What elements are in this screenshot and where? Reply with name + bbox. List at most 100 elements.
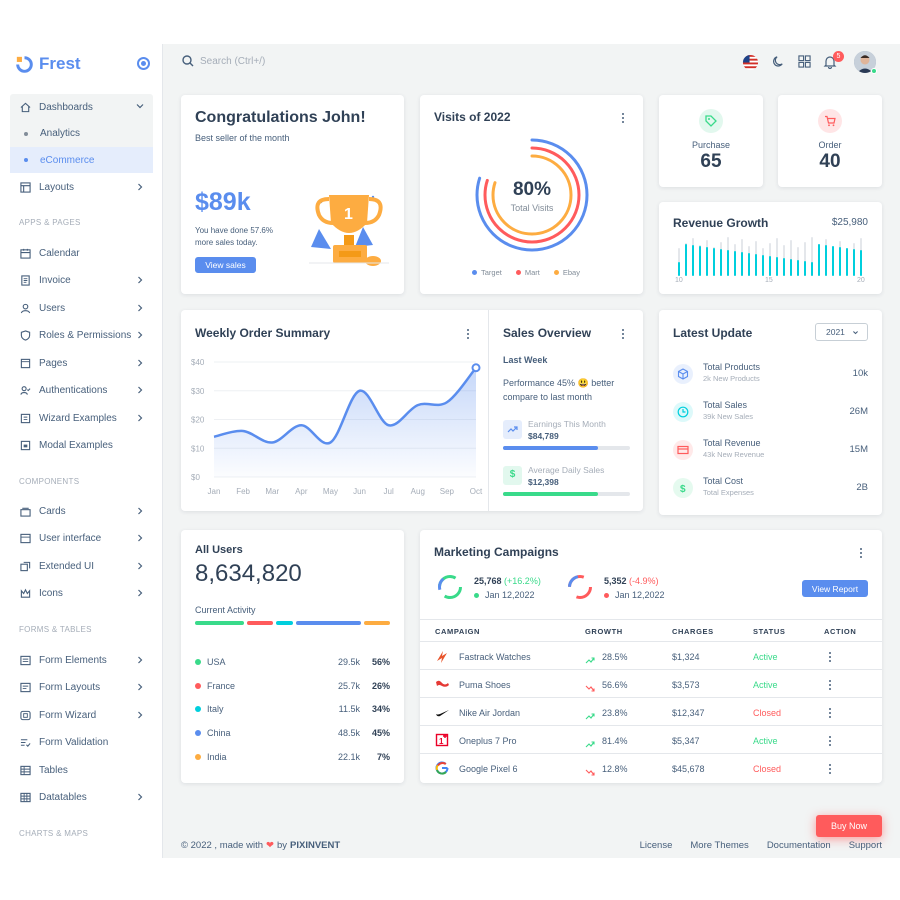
sidebar-item-label: Cards bbox=[39, 506, 66, 517]
revenue-growth-title: Revenue Growth bbox=[673, 216, 769, 230]
sidebar-item-extended-ui[interactable]: Extended UI bbox=[10, 554, 153, 579]
more-vertical-icon[interactable] bbox=[825, 762, 835, 774]
sidebar-item-form-wizard[interactable]: Form Wizard bbox=[10, 703, 153, 728]
cards-icon bbox=[20, 507, 31, 517]
footer-link-documentation[interactable]: Documentation bbox=[766, 840, 831, 851]
user-check-icon bbox=[20, 386, 31, 395]
sidebar-item-label: Form Validation bbox=[39, 737, 109, 748]
sidebar-item-pages[interactable]: Pages bbox=[10, 351, 153, 376]
chevron-right-icon bbox=[138, 386, 143, 394]
moon-icon[interactable] bbox=[772, 55, 785, 68]
apps-grid-icon[interactable] bbox=[798, 55, 811, 68]
sidebar-item-wizard[interactable]: Wizard Examples bbox=[10, 406, 153, 431]
sales-text-line: compare to last month bbox=[503, 392, 593, 402]
latest-item-subtitle: 43k New Revenue bbox=[703, 450, 765, 459]
activity-segment bbox=[296, 621, 362, 625]
footer-links: License More Themes Documentation Suppor… bbox=[640, 840, 882, 851]
revenue-bar bbox=[783, 258, 785, 276]
data-point bbox=[471, 363, 481, 373]
y-tick-label: $40 bbox=[191, 358, 205, 367]
view-sales-button[interactable]: View sales bbox=[195, 257, 256, 273]
legend-label: Mart bbox=[524, 268, 540, 277]
sidebar-item-dashboards[interactable]: Dashboards bbox=[10, 94, 153, 120]
x-tick-label: Jun bbox=[353, 487, 366, 496]
calendar-icon bbox=[20, 248, 31, 259]
order-label: Order bbox=[818, 140, 842, 150]
more-vertical-icon[interactable] bbox=[825, 678, 835, 690]
footer-link-more-themes[interactable]: More Themes bbox=[690, 840, 749, 851]
svg-text:1: 1 bbox=[344, 206, 353, 223]
sidebar-item-users[interactable]: Users bbox=[10, 296, 153, 321]
more-vertical-icon[interactable] bbox=[618, 111, 628, 123]
us-flag-icon[interactable] bbox=[742, 54, 759, 71]
campaign-charges: $45,678 bbox=[672, 764, 705, 774]
x-tick-label: 20 bbox=[857, 277, 865, 284]
grid-icon bbox=[20, 792, 31, 803]
brand-link[interactable]: PIXINVENT bbox=[290, 840, 341, 851]
user-avatar-icon bbox=[854, 51, 876, 73]
chevron-right-icon bbox=[138, 683, 143, 691]
more-vertical-icon[interactable] bbox=[618, 327, 628, 339]
table-row[interactable]: Fastrack Watches 28.5% $1,324 Active bbox=[420, 642, 882, 670]
google-logo-icon bbox=[435, 761, 449, 775]
latest-icon-wrap bbox=[673, 402, 693, 422]
sidebar-item-icons[interactable]: Icons bbox=[10, 581, 153, 606]
view-report-button[interactable]: View Report bbox=[802, 580, 868, 597]
revenue-bar bbox=[853, 249, 855, 276]
daily-sales-value: $12,398 bbox=[528, 477, 559, 487]
sidebar-item-form-elements[interactable]: Form Elements bbox=[10, 648, 153, 673]
brand-logo[interactable]: Frest bbox=[16, 54, 81, 74]
sidebar-item-tables[interactable]: Tables bbox=[10, 758, 153, 783]
sidebar-item-ecommerce[interactable]: eCommerce bbox=[10, 147, 153, 173]
sidebar-item-label: Users bbox=[39, 303, 66, 314]
campaign-growth: 23.8% bbox=[602, 708, 628, 718]
footer-link-support[interactable]: Support bbox=[848, 840, 882, 851]
footer-link-license[interactable]: License bbox=[639, 840, 673, 851]
purchase-label: Purchase bbox=[691, 140, 731, 150]
avatar[interactable] bbox=[854, 51, 876, 73]
sidebar-item-form-validation[interactable]: Form Validation bbox=[10, 730, 153, 755]
sidebar-item-layouts[interactable]: Layouts bbox=[10, 175, 153, 200]
sidebar-item-roles[interactable]: Roles & Permissions bbox=[10, 323, 153, 348]
sidebar-item-modal[interactable]: Modal Examples bbox=[10, 433, 153, 458]
sidebar-item-analytics[interactable]: Analytics bbox=[10, 120, 153, 147]
more-vertical-icon[interactable] bbox=[825, 734, 835, 746]
table-header-cell: STATUS bbox=[753, 627, 786, 636]
sidebar-item-form-layouts[interactable]: Form Layouts bbox=[10, 675, 153, 700]
sidebar-item-calendar[interactable]: Calendar bbox=[10, 241, 153, 266]
more-vertical-icon[interactable] bbox=[856, 546, 866, 558]
search-input[interactable]: Search (Ctrl+/) bbox=[200, 55, 266, 67]
table-row[interactable]: Puma Shoes 56.6% $3,573 Active bbox=[420, 670, 882, 698]
legend-label: Ebay bbox=[562, 268, 580, 277]
stat-date: Jan 12,2022 bbox=[485, 590, 535, 600]
nav-section-header: COMPONENTS bbox=[19, 477, 80, 486]
notification-badge: 5 bbox=[833, 51, 844, 62]
buy-now-button[interactable]: Buy Now bbox=[816, 815, 882, 837]
table-row[interactable]: Nike Air Jordan 23.8% $12,347 Closed bbox=[420, 698, 882, 726]
stat-change: (+16.2%) bbox=[504, 576, 541, 586]
revenue-bar bbox=[825, 245, 827, 276]
sidebar-item-cards[interactable]: Cards bbox=[10, 499, 153, 524]
sidebar-item-datatables[interactable]: Datatables bbox=[10, 785, 153, 810]
revenue-bar bbox=[713, 248, 715, 276]
more-vertical-icon[interactable] bbox=[825, 706, 835, 718]
x-tick-label: Feb bbox=[236, 487, 250, 496]
more-vertical-icon[interactable] bbox=[825, 650, 835, 662]
sidebar-item-authentications[interactable]: Authentications bbox=[10, 378, 153, 403]
divider bbox=[420, 619, 882, 620]
sidebar-item-user-interface[interactable]: User interface bbox=[10, 526, 153, 551]
search-bar[interactable]: Search (Ctrl+/) bbox=[182, 55, 265, 67]
table-row[interactable]: Google Pixel 6 12.8% $45,678 Closed bbox=[420, 754, 882, 782]
year-select[interactable]: 2021 bbox=[815, 323, 868, 341]
order-value: 40 bbox=[819, 151, 841, 172]
chevron-right-icon bbox=[138, 656, 143, 664]
table-row[interactable]: 1 Oneplus 7 Pro 81.4% $5,347 Active bbox=[420, 726, 882, 754]
bell-icon[interactable] bbox=[823, 55, 837, 69]
sidebar-toggle-icon[interactable] bbox=[137, 57, 150, 70]
more-vertical-icon[interactable] bbox=[463, 327, 473, 339]
x-tick-label: 15 bbox=[765, 277, 773, 284]
visits-legend: Target Mart Ebay bbox=[472, 268, 580, 277]
sidebar-item-label: eCommerce bbox=[40, 154, 95, 166]
sidebar-item-invoice[interactable]: Invoice bbox=[10, 268, 153, 293]
legend-label: Target bbox=[481, 268, 502, 277]
